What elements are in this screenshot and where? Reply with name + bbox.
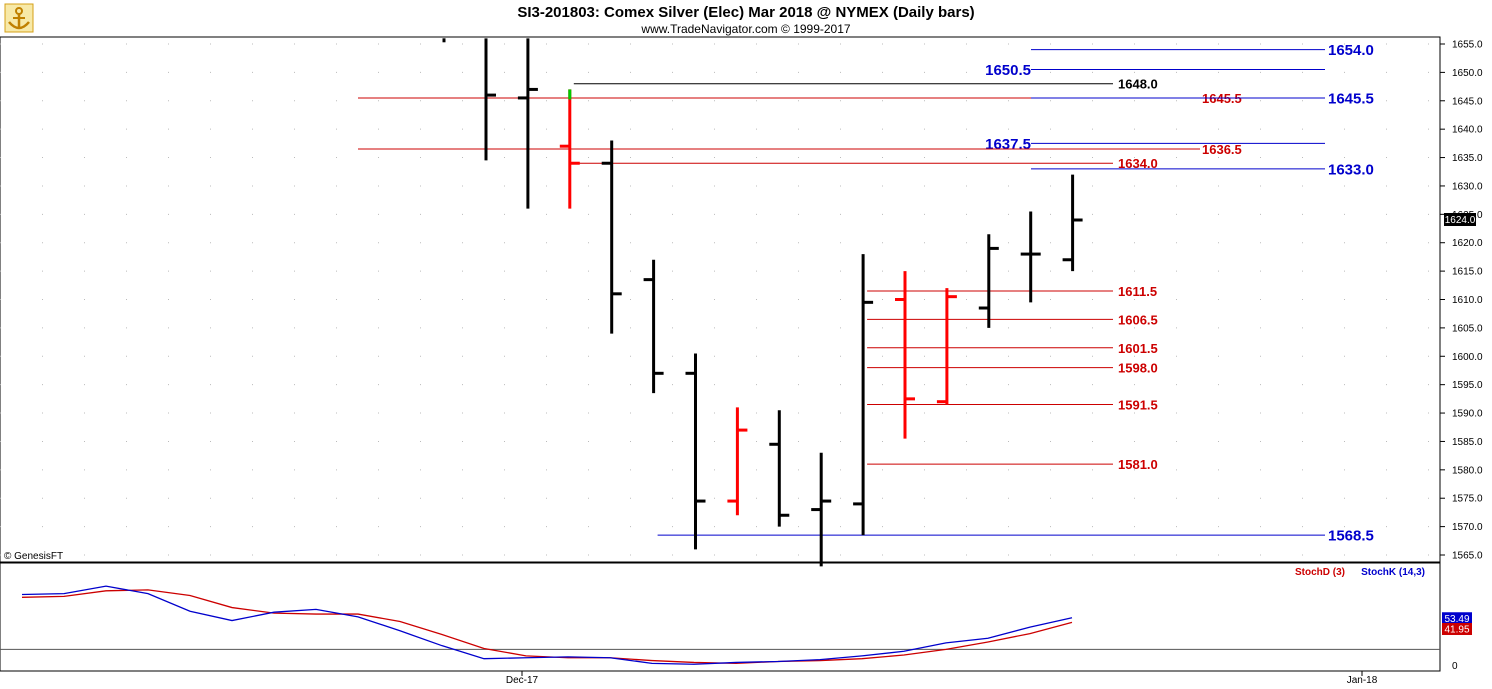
level-label: 1591.5 [1118, 398, 1158, 413]
level-label: 1606.5 [1118, 312, 1158, 327]
date-axis: Dec-17 Jan-18 [506, 671, 1378, 686]
stoch-d-value-box [1442, 622, 1472, 635]
level-label: 1648.0 [1118, 77, 1158, 92]
stoch-zero-label: 0 [1452, 661, 1458, 672]
price-tick-label: 1655.0 [1452, 40, 1483, 51]
price-panel-frame [0, 36, 1441, 563]
stoch-k-value: 53.49 [1444, 614, 1469, 625]
current-price-label: 1624.0 [1445, 215, 1476, 226]
level-label: 1601.5 [1118, 341, 1158, 356]
price-tick-label: 1610.0 [1452, 295, 1483, 306]
price-tick-label: 1580.0 [1452, 465, 1483, 476]
stoch-k-value-box [1442, 612, 1472, 625]
price-tick-label: 1585.0 [1452, 437, 1483, 448]
level-label: 1637.5 [985, 136, 1031, 153]
price-tick-label: 1645.0 [1452, 96, 1483, 107]
level-label: 1634.0 [1118, 156, 1158, 171]
price-tick-label: 1650.0 [1452, 68, 1483, 79]
stoch-d-legend: StochD (3) [1295, 567, 1345, 578]
stoch-k-legend: StochK (14,3) [1361, 567, 1425, 578]
level-label: 1650.5 [985, 62, 1031, 79]
price-tick-label: 1600.0 [1452, 352, 1483, 363]
date-tick-label: Dec-17 [506, 675, 539, 686]
date-tick-label: Jan-18 [1347, 675, 1378, 686]
level-label: 1598.0 [1118, 361, 1158, 376]
chart-subtitle: www.TradeNavigator.com © 1999-2017 [640, 22, 850, 36]
copyright-label: © GenesisFT [4, 551, 63, 562]
price-tick-label: 1590.0 [1452, 409, 1483, 420]
level-label: 1633.0 [1328, 161, 1374, 178]
level-label: 1568.5 [1328, 528, 1374, 545]
price-tick-label: 1605.0 [1452, 323, 1483, 334]
price-tick-label: 1575.0 [1452, 494, 1483, 505]
stoch-d-value: 41.95 [1444, 624, 1469, 635]
level-label: 1645.5 [1328, 90, 1374, 107]
stoch-panel-frame [0, 562, 1441, 672]
price-tick-label: 1630.0 [1452, 181, 1483, 192]
price-tick-label: 1620.0 [1452, 238, 1483, 249]
chart-title: SI3-201803: Comex Silver (Elec) Mar 2018… [517, 4, 974, 21]
price-tick-label: 1640.0 [1452, 125, 1483, 136]
price-tick-label: 1615.0 [1452, 267, 1483, 278]
price-tick-label: 1565.0 [1452, 551, 1483, 562]
stoch-k-line [21, 585, 1073, 665]
price-tick-label: 1570.0 [1452, 522, 1483, 533]
level-label: 1611.5 [1118, 284, 1157, 299]
level-label: 1636.5 [1202, 142, 1242, 157]
level-label: 1654.0 [1328, 42, 1374, 59]
price-tick-label: 1635.0 [1452, 153, 1483, 164]
level-label: 1581.0 [1118, 457, 1158, 472]
price-axis: 1565.0 1570.0 1575.0 1580.0 1585.0 1590.0 1595… [1440, 40, 1483, 562]
ohlc-bars [442, 38, 1083, 567]
current-price-box [1444, 213, 1476, 226]
anchor-logo-icon [4, 3, 34, 33]
price-tick-label: 1595.0 [1452, 380, 1483, 391]
